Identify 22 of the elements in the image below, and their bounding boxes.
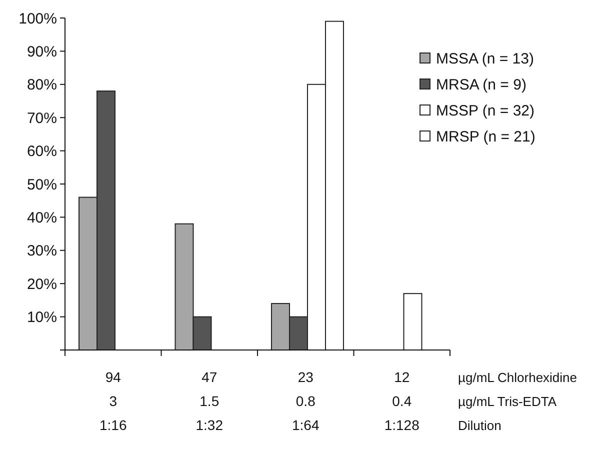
y-tick-label: 70% [26, 110, 57, 127]
y-tick-label: 20% [26, 276, 57, 293]
y-tick-label: 50% [26, 176, 57, 194]
legend-label: MRSP (n = 21) [436, 128, 536, 146]
y-tick-label: 100% [18, 10, 57, 28]
y-tick-label: 10% [26, 309, 57, 326]
legend-label: MRSA (n = 9) [436, 76, 526, 94]
y-tick-label: 90% [26, 43, 57, 60]
text: Dilution [458, 418, 502, 433]
text: µg/mL Chlorhexidine [458, 370, 578, 385]
x-tick-label: 47 1.5 1:32 [196, 369, 224, 433]
x-tick-label: 12 0.4 1:128 [384, 369, 420, 433]
legend-label: MSSP (n = 32) [436, 102, 535, 120]
y-tick-label: 80% [26, 76, 57, 94]
legend-label: MSSA (n = 13) [436, 50, 534, 68]
y-tick-label: 30% [26, 242, 57, 260]
y-tick-label: 60% [26, 143, 57, 160]
text: µg/mL Tris-EDTA [458, 394, 557, 409]
x-tick-label: 94 3 1:16 [100, 369, 127, 433]
y-tick-label: 40% [26, 209, 57, 226]
x-tick-label: 23 0.8 1:64 [292, 369, 320, 433]
bar [403, 293, 422, 350]
